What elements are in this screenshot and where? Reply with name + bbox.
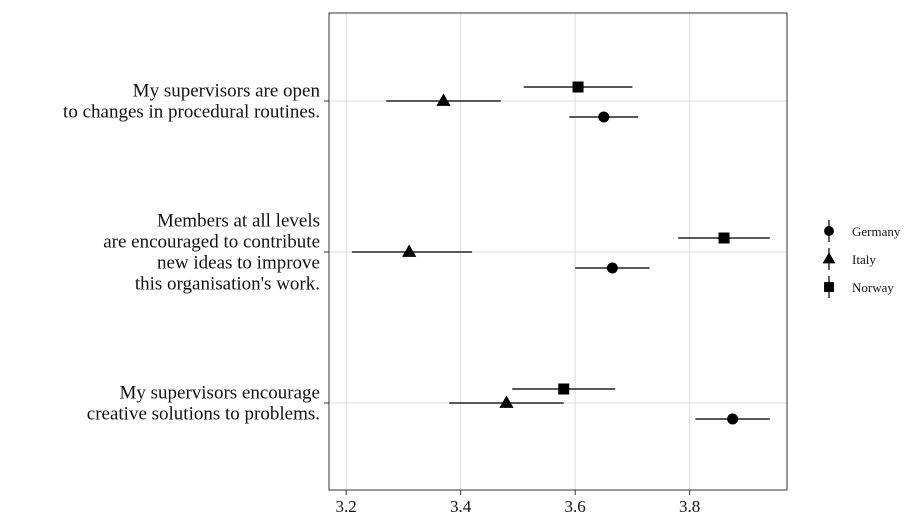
legend-label-italy: Italy — [852, 252, 876, 267]
x-tick-label: 3.4 — [450, 497, 472, 516]
point-italy — [402, 244, 417, 257]
category-label-line: My supervisors encourage — [119, 383, 320, 404]
point-germany — [727, 413, 739, 425]
x-tick-label: 3.8 — [679, 497, 700, 516]
x-tick-label: 3.2 — [336, 497, 357, 516]
data-marks — [351, 81, 770, 425]
legend-key-norway — [824, 282, 834, 292]
point-germany — [598, 111, 610, 123]
legend-key-italy — [822, 252, 836, 264]
category-label: My supervisors are open to changes in pro… — [63, 81, 320, 123]
x-axis: 3.2 3.4 3.6 3.8 — [336, 490, 700, 516]
legend: Germany Italy Norway — [822, 220, 901, 298]
point-italy — [499, 395, 514, 408]
category-label-line: to changes in procedural routines. — [63, 102, 320, 123]
legend-key-germany — [824, 226, 834, 236]
category-label-line: this organisation's work. — [135, 274, 320, 295]
category-label-line: Members at all levels — [157, 211, 320, 232]
category-label: My supervisors encourage creative solutio… — [87, 383, 320, 425]
point-norway — [558, 383, 570, 395]
category-label: Members at all levels are encouraged to c… — [103, 211, 320, 295]
category-label-line: new ideas to improve — [157, 253, 320, 274]
y-axis: My supervisors are open to changes in pro… — [63, 81, 329, 425]
category-label-line: creative solutions to problems. — [87, 404, 320, 425]
x-tick-label: 3.6 — [565, 497, 586, 516]
point-norway — [718, 232, 730, 244]
legend-label-germany: Germany — [852, 224, 901, 239]
legend-label-norway: Norway — [852, 280, 894, 295]
point-italy — [436, 93, 451, 106]
category-label-line: are encouraged to contribute — [103, 232, 320, 253]
point-germany — [606, 262, 618, 274]
category-label-line: My supervisors are open — [133, 81, 321, 102]
point-norway — [572, 81, 584, 93]
